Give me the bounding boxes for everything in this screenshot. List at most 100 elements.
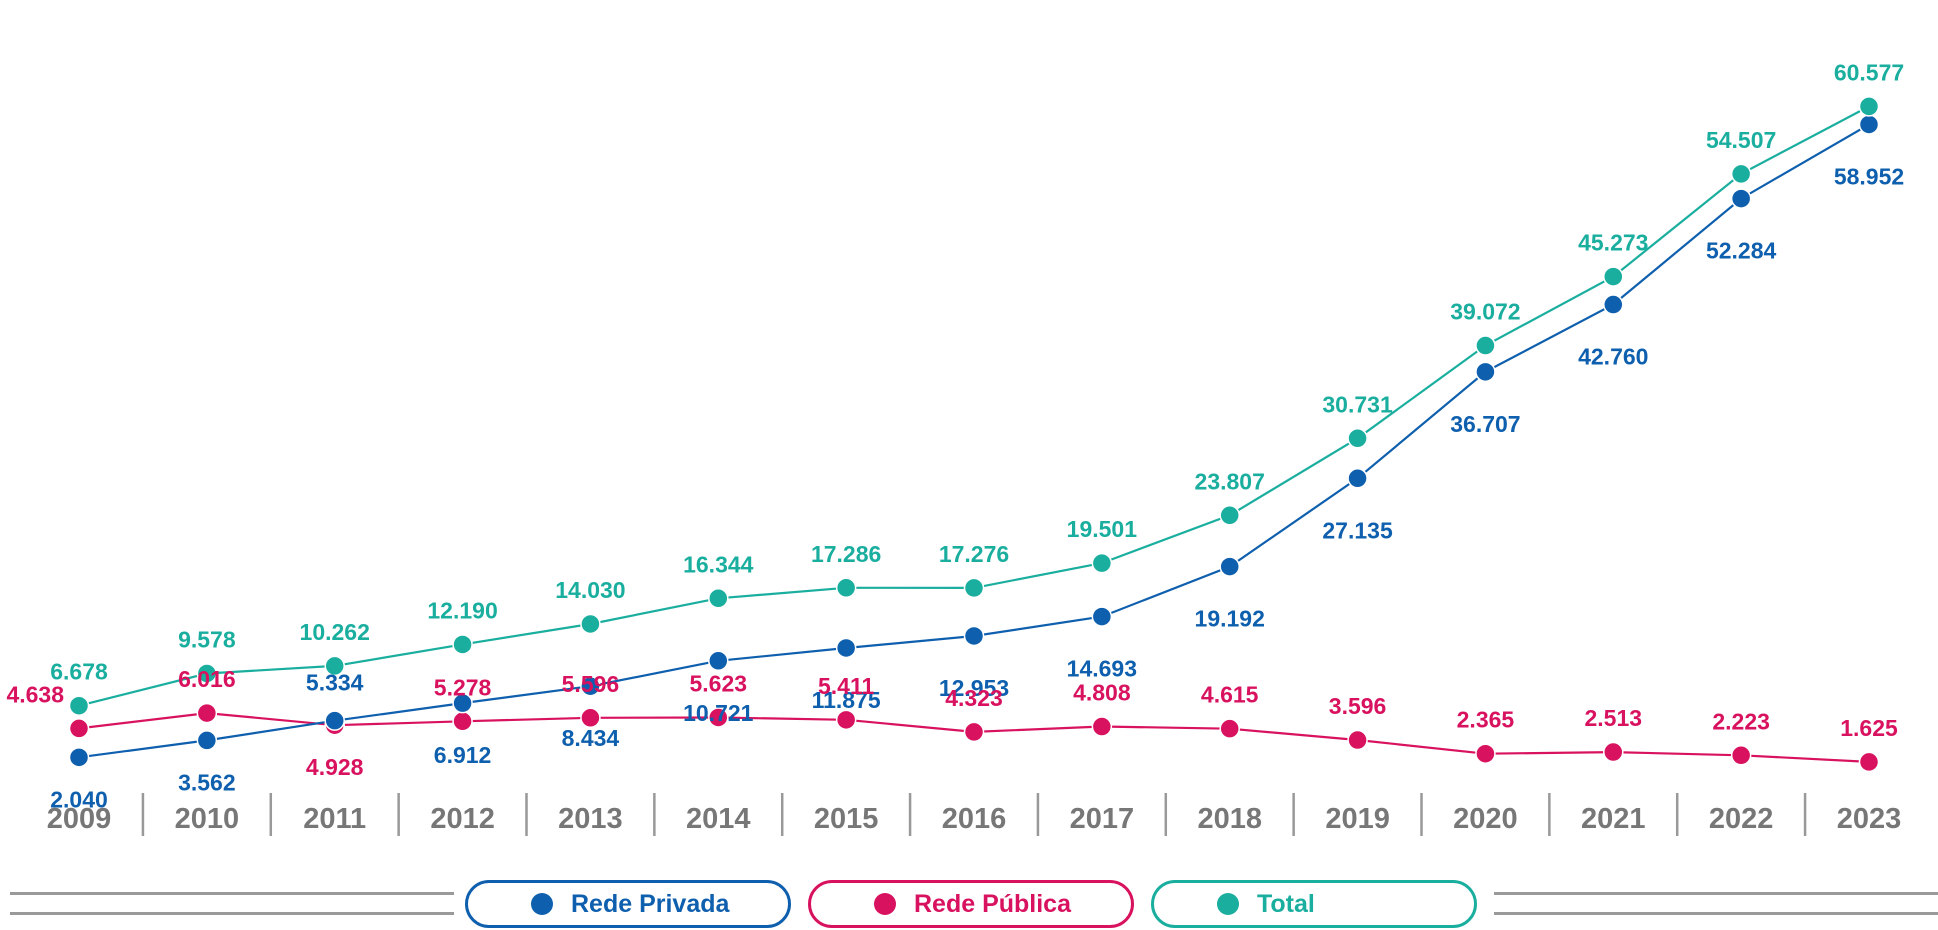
point-rede-publica-2018[interactable] bbox=[1219, 718, 1240, 739]
legend-label-rede-publica: Rede Pública bbox=[914, 889, 1071, 918]
label-rede-publica-2010: 6.016 bbox=[178, 666, 236, 692]
label-total-2017: 19.501 bbox=[1067, 516, 1138, 542]
point-rede-publica-2023[interactable] bbox=[1858, 751, 1880, 773]
x-tick-2011: 2011 bbox=[303, 803, 366, 835]
label-total-2021: 45.273 bbox=[1578, 230, 1648, 256]
point-total-2012[interactable] bbox=[452, 634, 473, 655]
point-rede-privada-2020[interactable] bbox=[1475, 361, 1496, 383]
point-total-2009[interactable] bbox=[68, 695, 90, 716]
point-total-2014[interactable] bbox=[708, 588, 729, 609]
point-total-2013[interactable] bbox=[580, 613, 601, 635]
point-total-2020[interactable] bbox=[1475, 335, 1496, 356]
label-rede-privada-2023: 58.952 bbox=[1834, 163, 1904, 189]
label-rede-publica-2011: 4.928 bbox=[306, 754, 364, 780]
x-tick-2015: 2015 bbox=[814, 803, 879, 835]
label-total-2009: 6.678 bbox=[50, 659, 108, 685]
label-rede-privada-2021: 42.760 bbox=[1578, 344, 1648, 370]
point-rede-privada-2023[interactable] bbox=[1858, 114, 1880, 135]
point-rede-publica-2015[interactable] bbox=[835, 709, 857, 731]
label-total-2012: 12.190 bbox=[427, 597, 497, 623]
x-tick-2019: 2019 bbox=[1325, 803, 1390, 835]
label-rede-privada-2016: 12.953 bbox=[939, 675, 1009, 701]
point-rede-privada-2009[interactable] bbox=[68, 747, 90, 768]
label-rede-publica-2020: 2.365 bbox=[1457, 707, 1515, 733]
label-total-2020: 39.072 bbox=[1450, 299, 1520, 325]
point-rede-privada-2022[interactable] bbox=[1730, 188, 1752, 209]
label-rede-privada-2017: 14.693 bbox=[1067, 656, 1137, 682]
label-rede-privada-2020: 36.707 bbox=[1450, 411, 1520, 437]
point-rede-privada-2011[interactable] bbox=[324, 710, 345, 731]
legend-item-total[interactable]: Total bbox=[1151, 880, 1477, 928]
point-rede-privada-2013[interactable] bbox=[580, 675, 601, 697]
label-total-2023: 60.577 bbox=[1834, 59, 1904, 85]
point-total-2018[interactable] bbox=[1219, 505, 1240, 526]
point-rede-publica-2016[interactable] bbox=[963, 721, 985, 743]
x-tick-2022: 2022 bbox=[1709, 803, 1774, 835]
x-axis: 2009 2010 2011 2012 2013 2014 2015 2016 2017 2018… bbox=[47, 793, 1901, 836]
label-rede-publica-2014: 5.623 bbox=[690, 670, 748, 696]
point-rede-privada-2016[interactable] bbox=[963, 625, 985, 647]
point-rede-publica-2010[interactable] bbox=[196, 702, 218, 724]
x-tick-2021: 2021 bbox=[1581, 803, 1646, 835]
point-rede-privada-2014[interactable] bbox=[708, 650, 729, 672]
legend-item-rede-publica[interactable]: Rede Pública bbox=[808, 880, 1134, 928]
point-rede-privada-2017[interactable] bbox=[1091, 606, 1113, 627]
label-total-2011: 10.262 bbox=[300, 619, 370, 645]
point-total-2017[interactable] bbox=[1091, 552, 1113, 574]
point-rede-publica-2014[interactable] bbox=[708, 707, 729, 728]
point-rede-privada-2021[interactable] bbox=[1603, 294, 1624, 315]
point-total-2016[interactable] bbox=[963, 577, 985, 599]
label-rede-privada-2013: 8.434 bbox=[562, 725, 620, 751]
point-total-2019[interactable] bbox=[1347, 428, 1368, 449]
label-rede-publica-2021: 2.513 bbox=[1585, 705, 1643, 731]
point-rede-publica-2009[interactable] bbox=[68, 718, 90, 739]
legend-item-rede-privada[interactable]: Rede Privada bbox=[465, 880, 791, 928]
x-tick-2017: 2017 bbox=[1070, 803, 1135, 835]
x-tick-2014: 2014 bbox=[686, 803, 751, 835]
x-tick-2020: 2020 bbox=[1453, 803, 1518, 835]
legend-label-rede-privada: Rede Privada bbox=[571, 889, 730, 918]
point-rede-publica-2017[interactable] bbox=[1091, 716, 1113, 737]
point-rede-privada-2015[interactable] bbox=[835, 637, 857, 659]
point-total-2015[interactable] bbox=[835, 577, 857, 599]
line-rede-privada bbox=[78, 123, 1870, 759]
label-rede-privada-2019: 27.135 bbox=[1322, 517, 1393, 543]
point-rede-publica-2012[interactable] bbox=[452, 711, 473, 732]
point-total-2022[interactable] bbox=[1730, 163, 1752, 185]
label-rede-publica-2009: 4.638 bbox=[6, 681, 64, 707]
point-total-2010[interactable] bbox=[196, 663, 218, 684]
point-rede-publica-2020[interactable] bbox=[1475, 743, 1496, 764]
point-total-2021[interactable] bbox=[1603, 266, 1624, 287]
point-rede-publica-2019[interactable] bbox=[1347, 729, 1368, 751]
label-rede-privada-2015: 11.875 bbox=[812, 687, 881, 713]
point-total-2011[interactable] bbox=[324, 655, 345, 677]
label-total-2016: 17.276 bbox=[939, 541, 1009, 567]
label-rede-privada-2011: 5.334 bbox=[306, 670, 364, 696]
label-rede-privada-2018: 19.192 bbox=[1195, 606, 1265, 632]
label-total-2022: 54.507 bbox=[1706, 127, 1776, 153]
point-rede-privada-2019[interactable] bbox=[1347, 468, 1368, 489]
label-rede-privada-2010: 3.562 bbox=[178, 769, 236, 795]
label-rede-publica-2016: 4.323 bbox=[945, 685, 1003, 711]
label-total-2019: 30.731 bbox=[1322, 391, 1393, 417]
label-rede-publica-2019: 3.596 bbox=[1329, 693, 1387, 719]
label-rede-privada-2009: 2.040 bbox=[50, 786, 108, 812]
point-rede-privada-2018[interactable] bbox=[1219, 556, 1240, 577]
point-rede-privada-2012[interactable] bbox=[452, 692, 473, 714]
point-rede-publica-2022[interactable] bbox=[1730, 745, 1752, 766]
label-total-2014: 16.344 bbox=[683, 551, 754, 577]
point-total-2023[interactable] bbox=[1858, 96, 1880, 117]
point-rede-privada-2010[interactable] bbox=[196, 730, 218, 751]
label-total-2018: 23.807 bbox=[1195, 468, 1265, 494]
label-rede-publica-2018: 4.615 bbox=[1201, 682, 1259, 708]
point-rede-publica-2021[interactable] bbox=[1603, 741, 1624, 763]
label-total-2010: 9.578 bbox=[178, 626, 236, 652]
label-rede-privada-2012: 6.912 bbox=[434, 742, 492, 768]
label-rede-publica-2013: 5.596 bbox=[562, 671, 620, 697]
label-total-2013: 14.030 bbox=[555, 577, 625, 603]
label-rede-publica-2023: 1.625 bbox=[1840, 715, 1898, 741]
point-rede-publica-2013[interactable] bbox=[580, 707, 601, 729]
label-rede-publica-2022: 2.223 bbox=[1712, 708, 1770, 734]
x-tick-2018: 2018 bbox=[1197, 803, 1262, 835]
label-rede-publica-2015: 5.411 bbox=[818, 673, 874, 699]
